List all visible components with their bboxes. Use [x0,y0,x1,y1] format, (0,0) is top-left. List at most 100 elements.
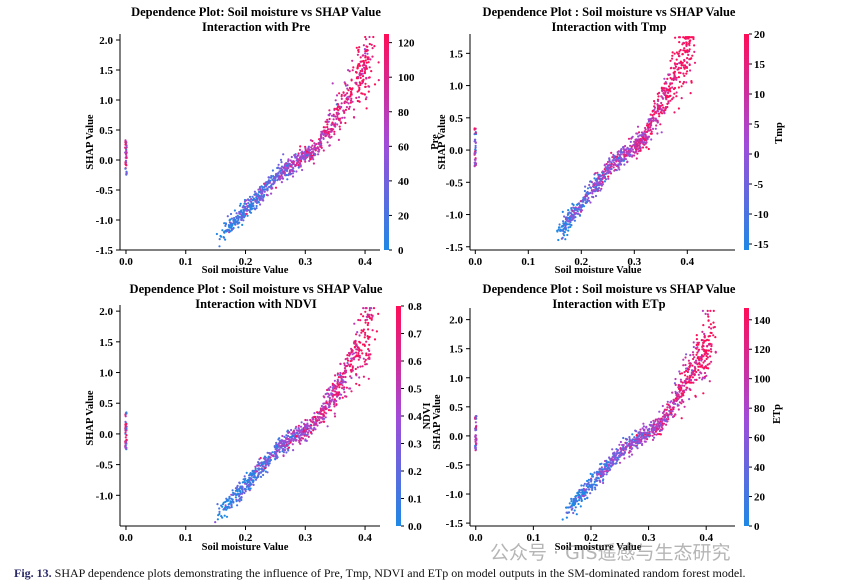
scatter-point [216,518,219,521]
scatter-point [358,376,361,379]
colorbar-tick-label: 120 [398,38,415,50]
scatter-point [286,444,289,447]
scatter-point [238,204,242,207]
scatter-point [576,212,579,215]
scatter-point [661,415,665,418]
x-axis-label: Soil moisture Value [202,265,289,276]
y-tick-label: -1.5 [446,242,464,254]
scatter-point [303,158,306,161]
scatter-point [665,420,668,423]
scatter-point [354,340,357,343]
scatter-point [262,199,265,202]
scatter-point [592,185,595,188]
scatter-point [327,135,330,138]
scatter-point [294,164,297,167]
scatter-point [224,222,228,226]
scatter-point [254,193,257,196]
scatter-point [253,190,256,193]
scatter-point [340,95,343,98]
scatter-point [289,436,292,439]
scatter-point [251,195,254,198]
scatter-point [628,438,631,441]
scatter-point [277,449,280,452]
scatter-point [687,53,690,57]
scatter-point [570,497,573,500]
scatter-point [647,434,650,437]
scatter-point [358,356,362,359]
x-tick-label: 0.1 [521,256,535,268]
scatter-point [237,226,240,229]
scatter-point [679,372,682,375]
scatter-point [626,161,629,164]
scatter-point [653,421,656,425]
scatter-point [322,126,325,129]
scatter-point [276,166,279,170]
scatter-point [606,160,610,164]
scatter-point [233,216,236,220]
scatter-point [667,91,670,94]
scatter-point [288,438,291,441]
scatter-point [575,203,579,206]
scatter-point [364,35,367,39]
scatter-point [619,153,623,156]
scatter-point [361,352,364,355]
scatter-point [230,503,233,506]
scatter-point [316,411,319,414]
scatter-point [324,134,328,137]
scatter-point [250,197,253,201]
scatter-point [685,37,688,40]
scatter-point [691,36,694,39]
scatter-point [620,447,624,450]
scatter-point [310,148,313,151]
scatter-point [599,177,603,181]
scatter-point [309,431,313,434]
scatter-point [689,39,692,42]
scatter-point [678,390,681,393]
scatter-point [364,310,367,313]
scatter-point [683,47,686,50]
scatter-point [297,154,300,157]
scatter-point [672,96,675,99]
scatter-point [693,61,697,64]
colorbar-tick-label: 60 [754,433,766,445]
y-tick-label: 1.5 [449,344,463,356]
scatter-point [610,167,613,171]
scatter-point [692,37,695,41]
scatter-point [302,429,305,432]
scatter-point [623,452,626,455]
scatter-point [300,436,303,439]
scatter-point [697,356,700,359]
scatter-point [629,147,632,150]
scatter-point [636,152,639,155]
y-tick-label: 0.0 [99,429,113,441]
scatter-point [256,475,259,478]
scatter-point [283,164,286,167]
scatter-point [645,426,648,429]
scatter-point [634,429,637,432]
scatter-point [613,454,616,457]
scatter-point [291,175,295,178]
scatter-point [299,437,302,441]
scatter-point [323,411,326,414]
scatter-point [565,223,568,226]
scatter-point [256,201,259,204]
scatter-point [259,475,263,478]
scatter-point [362,375,365,378]
scatter-point [557,226,561,229]
scatter-point [124,140,127,143]
scatter-point [665,423,668,426]
scatter-point [640,433,644,436]
scatter-point [638,440,641,443]
scatter-point [647,126,650,129]
scatter-point [357,352,360,355]
scatter-point [125,170,128,173]
scatter-point [348,365,351,368]
scatter-point [653,113,656,116]
scatter-point [322,395,325,398]
scatter-point [291,435,294,438]
scatter-point [269,176,273,179]
scatter-point [365,61,368,64]
scatter-point [344,358,347,361]
scatter-point [678,370,681,373]
scatter-point [704,350,707,353]
